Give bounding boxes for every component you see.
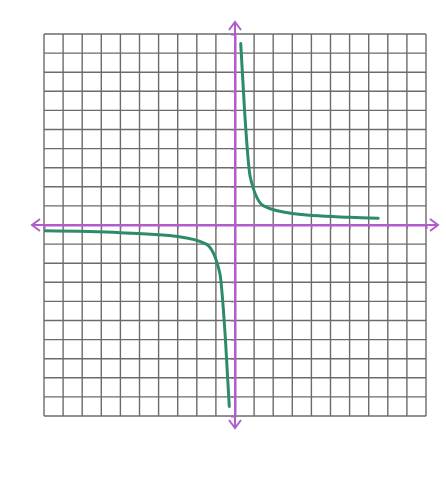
arrow: [229, 420, 241, 428]
arrow: [430, 219, 438, 231]
axis-arrows: [32, 22, 438, 428]
curve: [44, 44, 378, 407]
arrow: [229, 22, 241, 30]
axis-extension: [234, 22, 236, 428]
arrow: [32, 219, 40, 231]
plot-area: [44, 44, 378, 407]
chart: [0, 0, 446, 480]
